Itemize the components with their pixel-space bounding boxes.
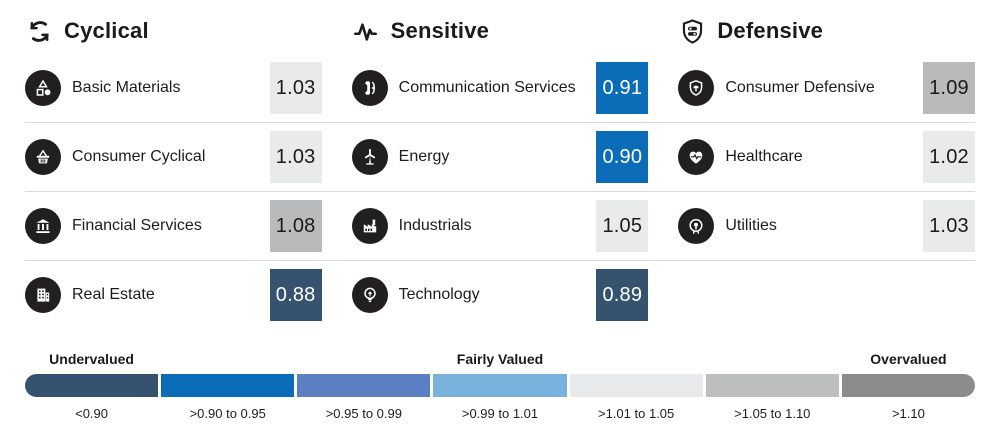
value-badge: 1.08 (269, 200, 322, 252)
legend-range-labels: <0.90 >0.90 to 0.95 >0.95 to 0.99 >0.99 … (25, 406, 975, 421)
sector-row: Basic Materials 1.03 Communication Servi… (25, 54, 975, 123)
range-label: >0.99 to 1.01 (461, 406, 539, 421)
sector-industrials: Industrials 1.05 (351, 192, 649, 260)
value-badge: 0.91 (596, 62, 649, 114)
sector-label: Basic Materials (72, 79, 181, 96)
legend-segment (569, 374, 703, 397)
sector-label: Technology (398, 286, 480, 303)
consumer-cyclical-icon (25, 139, 61, 175)
group-title-sensitive: Sensitive (390, 18, 490, 43)
legend-segment (433, 374, 567, 397)
empty-cell (678, 261, 975, 329)
sector-label: Consumer Defensive (725, 79, 875, 96)
legend-color-bar (25, 374, 975, 397)
group-title-defensive: Defensive (717, 18, 824, 43)
sector-label: Financial Services (72, 217, 202, 234)
sector-row: Financial Services 1.08 Industrials 1.05 (25, 192, 975, 261)
real-estate-icon (25, 277, 61, 313)
group-title-cyclical: Cyclical (64, 18, 149, 43)
zone-overvalued: Overvalued (870, 351, 947, 367)
value-badge: 1.02 (922, 131, 975, 183)
value-badge: 1.09 (922, 62, 975, 114)
legend-segment (297, 374, 431, 397)
group-header-row: Cyclical Sensitive Defensive (25, 8, 975, 54)
sector-label: Healthcare (725, 148, 803, 165)
value-badge: 0.89 (596, 269, 649, 321)
shield-icon (678, 17, 706, 45)
sector-row: Consumer Cyclical 1.03 Energy 0.90 (25, 123, 975, 192)
value-badge: 0.90 (596, 131, 649, 183)
sector-consumer-cyclical: Consumer Cyclical 1.03 (25, 123, 322, 191)
sector-label: Communication Services (398, 79, 576, 96)
sector-valuation-panel: Cyclical Sensitive Defensive (25, 0, 975, 421)
sector-energy: Energy 0.90 (351, 123, 649, 191)
sector-communication-services: Communication Services 0.91 (351, 54, 649, 122)
value-badge: 1.03 (269, 131, 322, 183)
legend-zone-labels: Undervalued Fairly Valued Overvalued (25, 351, 975, 367)
group-header-sensitive: Sensitive (352, 17, 649, 45)
pulse-icon (352, 17, 380, 45)
value-badge: 1.03 (922, 200, 975, 252)
range-label: >1.10 (891, 406, 925, 421)
group-header-defensive: Defensive (678, 17, 975, 45)
sector-consumer-defensive: Consumer Defensive 1.09 (678, 54, 975, 122)
legend-segment (25, 374, 159, 397)
basic-materials-icon (25, 70, 61, 106)
sector-label: Real Estate (72, 286, 155, 303)
communication-services-icon (351, 70, 388, 106)
legend-segment (841, 374, 975, 397)
legend-segment (705, 374, 839, 397)
sector-utilities: Utilities 1.03 (678, 192, 975, 260)
value-badge: 1.05 (596, 200, 649, 252)
value-badge: 1.03 (269, 62, 322, 114)
sector-healthcare: Healthcare 1.02 (678, 123, 975, 191)
sector-basic-materials: Basic Materials 1.03 (25, 54, 322, 122)
technology-icon (351, 277, 388, 313)
cycle-icon (25, 17, 53, 45)
financial-services-icon (25, 208, 61, 244)
group-header-cyclical: Cyclical (25, 17, 322, 45)
sector-technology: Technology 0.89 (351, 261, 649, 329)
value-badge: 0.88 (269, 269, 322, 321)
energy-icon (351, 139, 388, 175)
legend-segment (161, 374, 295, 397)
sector-label: Consumer Cyclical (72, 148, 206, 165)
healthcare-icon (678, 139, 715, 175)
zone-undervalued: Undervalued (49, 351, 134, 367)
sector-label: Industrials (398, 217, 472, 234)
range-label: >0.95 to 0.99 (325, 406, 402, 421)
sector-label: Utilities (725, 217, 777, 234)
range-label: >1.01 to 1.05 (598, 406, 675, 421)
valuation-legend: Undervalued Fairly Valued Overvalued <0.… (25, 351, 975, 421)
range-label: >1.05 to 1.10 (734, 406, 811, 421)
utilities-icon (678, 208, 715, 244)
range-label: >0.90 to 0.95 (189, 406, 266, 421)
consumer-defensive-icon (678, 70, 715, 106)
zone-fairly-valued: Fairly Valued (456, 351, 544, 367)
sector-financial-services: Financial Services 1.08 (25, 192, 322, 260)
sector-label: Energy (398, 148, 450, 165)
range-label: <0.90 (75, 406, 109, 421)
industrials-icon (351, 208, 388, 244)
sector-row: Real Estate 0.88 Technology 0.89 (25, 261, 975, 329)
sector-real-estate: Real Estate 0.88 (25, 261, 322, 329)
